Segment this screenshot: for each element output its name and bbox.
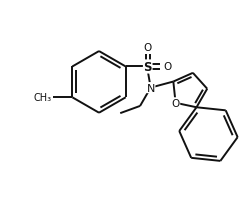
Text: O: O — [164, 62, 172, 72]
Text: O: O — [144, 43, 152, 53]
Text: O: O — [172, 98, 180, 108]
Text: CH₃: CH₃ — [34, 93, 52, 103]
Text: S: S — [144, 61, 152, 74]
Text: N: N — [147, 83, 155, 93]
